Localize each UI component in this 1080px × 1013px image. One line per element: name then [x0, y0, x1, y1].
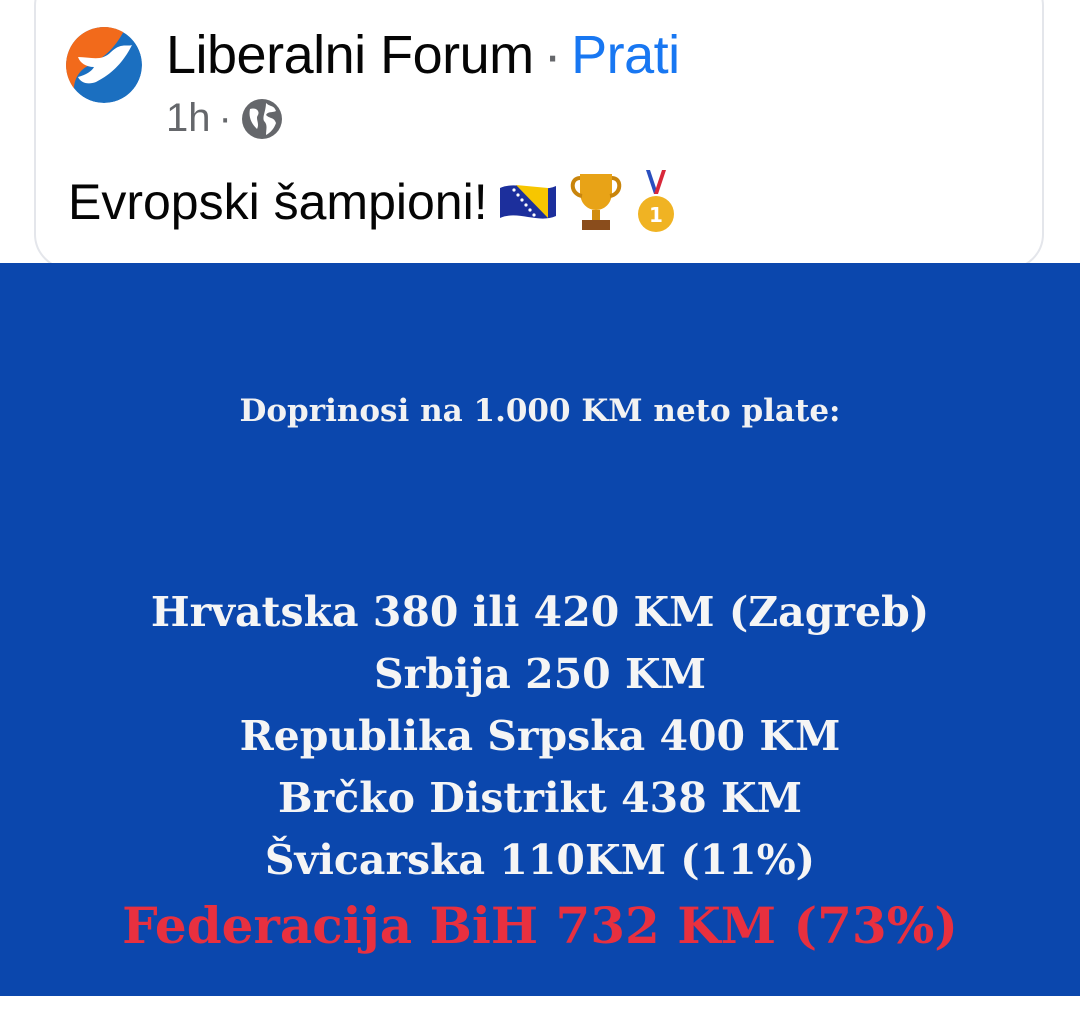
- bosnia-flag-icon: [499, 185, 556, 219]
- separator: ·: [543, 25, 562, 85]
- post-meta: 1h ·: [166, 96, 284, 141]
- follow-button[interactable]: Prati: [571, 25, 680, 85]
- timestamp[interactable]: 1h: [166, 96, 211, 140]
- gold-medal-icon: 1: [637, 170, 674, 232]
- meta-separator: ·: [218, 96, 232, 140]
- page-avatar[interactable]: [66, 27, 142, 103]
- line-federacija-highlight: Federacija BiH 732 KM (73%): [122, 896, 958, 955]
- line-republika-srpska: Republika Srpska 400 KM: [239, 712, 841, 760]
- post-header: Liberalni Forum · Prati: [166, 24, 680, 86]
- post-image[interactable]: Doprinosi na 1.000 KM neto plate: Hrvats…: [0, 263, 1080, 996]
- dove-logo-icon: [66, 27, 142, 103]
- line-brcko: Brčko Distrikt 438 KM: [277, 774, 803, 822]
- trophy-icon: [570, 174, 621, 230]
- post-caption: Evropski šampioni! 1: [68, 168, 678, 236]
- image-title: Doprinosi na 1.000 KM neto plate:: [239, 393, 841, 429]
- page-name-link[interactable]: Liberalni Forum: [166, 25, 534, 85]
- contributions-list: Hrvatska 380 ili 420 KM (Zagreb) Srbija …: [0, 581, 1080, 961]
- caption-text: Evropski šampioni!: [68, 174, 488, 230]
- line-svicarska: Švicarska 110KM (11%): [264, 836, 816, 884]
- line-srbija: Srbija 250 KM: [373, 650, 706, 698]
- globe-icon: [241, 98, 282, 139]
- svg-text:1: 1: [649, 203, 663, 227]
- line-hrvatska: Hrvatska 380 ili 420 KM (Zagreb): [150, 588, 930, 636]
